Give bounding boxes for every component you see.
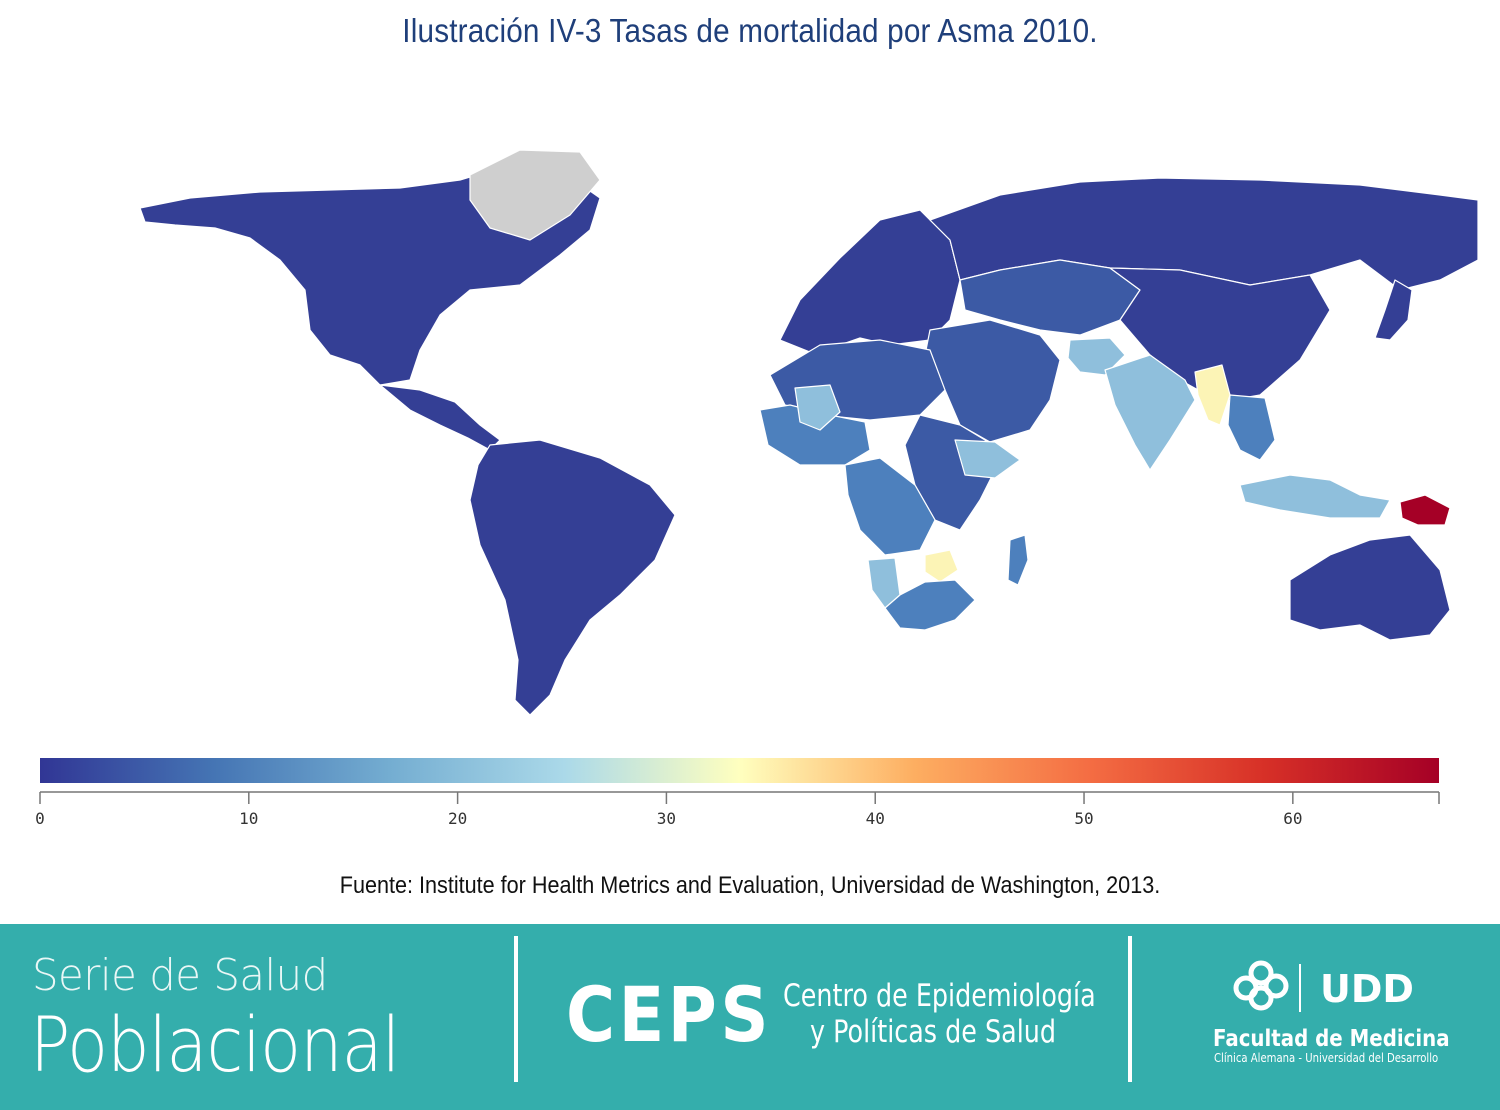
udd-mark-text: UDD [1320, 967, 1414, 1011]
scale-tick-label: 0 [35, 809, 45, 828]
region-central-africa[interactable] [844, 457, 936, 556]
footer-banner: Serie de Salud Poblacional CEPS Centro d… [0, 924, 1500, 1110]
ceps-name-line1: Centro de Epidemiología [783, 978, 1096, 1014]
region-south-america[interactable] [469, 439, 676, 716]
ceps-name-line2: y Políticas de Salud [810, 1014, 1057, 1050]
region-india[interactable] [1104, 354, 1196, 471]
world-map [0, 140, 1500, 730]
region-central-america[interactable] [379, 384, 501, 451]
scale-tick-label: 10 [239, 809, 258, 828]
region-madagascar[interactable] [1007, 534, 1029, 586]
ceps-logo-text: CEPS [566, 970, 773, 1059]
color-scale-bar [40, 758, 1439, 783]
scale-tick-label: 60 [1283, 809, 1302, 828]
region-china[interactable] [1109, 267, 1331, 403]
region-japan[interactable] [1374, 279, 1413, 341]
footer-divider-left [514, 936, 518, 1082]
scale-tick-label: 30 [657, 809, 676, 828]
scale-tick-label: 50 [1074, 809, 1093, 828]
region-southeast-asia[interactable] [1227, 394, 1276, 461]
region-ethiopia[interactable] [954, 439, 1021, 479]
color-scale: 0 10 20 30 40 50 60 [0, 740, 1500, 850]
region-afghanistan[interactable] [1067, 337, 1126, 376]
color-scale-ticks: 0 10 20 30 40 50 60 [35, 792, 1302, 828]
region-greenland[interactable] [469, 149, 601, 241]
udd-logo: UDD [1230, 958, 1420, 1023]
faculty-subtitle: Clínica Alemana - Universidad del Desarr… [1214, 1051, 1439, 1065]
region-southern-africa[interactable] [884, 579, 976, 631]
world-map-svg [139, 149, 1479, 716]
serie-line1: Serie de Salud [32, 950, 328, 1001]
region-mali[interactable] [794, 384, 841, 431]
region-australia[interactable] [1289, 534, 1451, 641]
region-papua-new-guinea[interactable] [1399, 494, 1451, 526]
color-scale-svg: 0 10 20 30 40 50 60 [35, 758, 1440, 828]
source-note: Fuente: Institute for Health Metrics and… [339, 872, 1161, 899]
serie-line2: Poblacional [30, 1000, 400, 1089]
faculty-name: Facultad de Medicina [1213, 1026, 1450, 1052]
scale-tick-label: 40 [866, 809, 885, 828]
udd-logo-icon: UDD [1233, 960, 1414, 1012]
page-title: Ilustración IV-3 Tasas de mortalidad por… [402, 12, 1098, 49]
region-myanmar[interactable] [1194, 364, 1231, 426]
footer-divider-right [1128, 936, 1132, 1082]
region-zimbabwe[interactable] [924, 549, 959, 583]
scale-tick-label: 20 [448, 809, 467, 828]
region-indonesia[interactable] [1239, 474, 1391, 519]
